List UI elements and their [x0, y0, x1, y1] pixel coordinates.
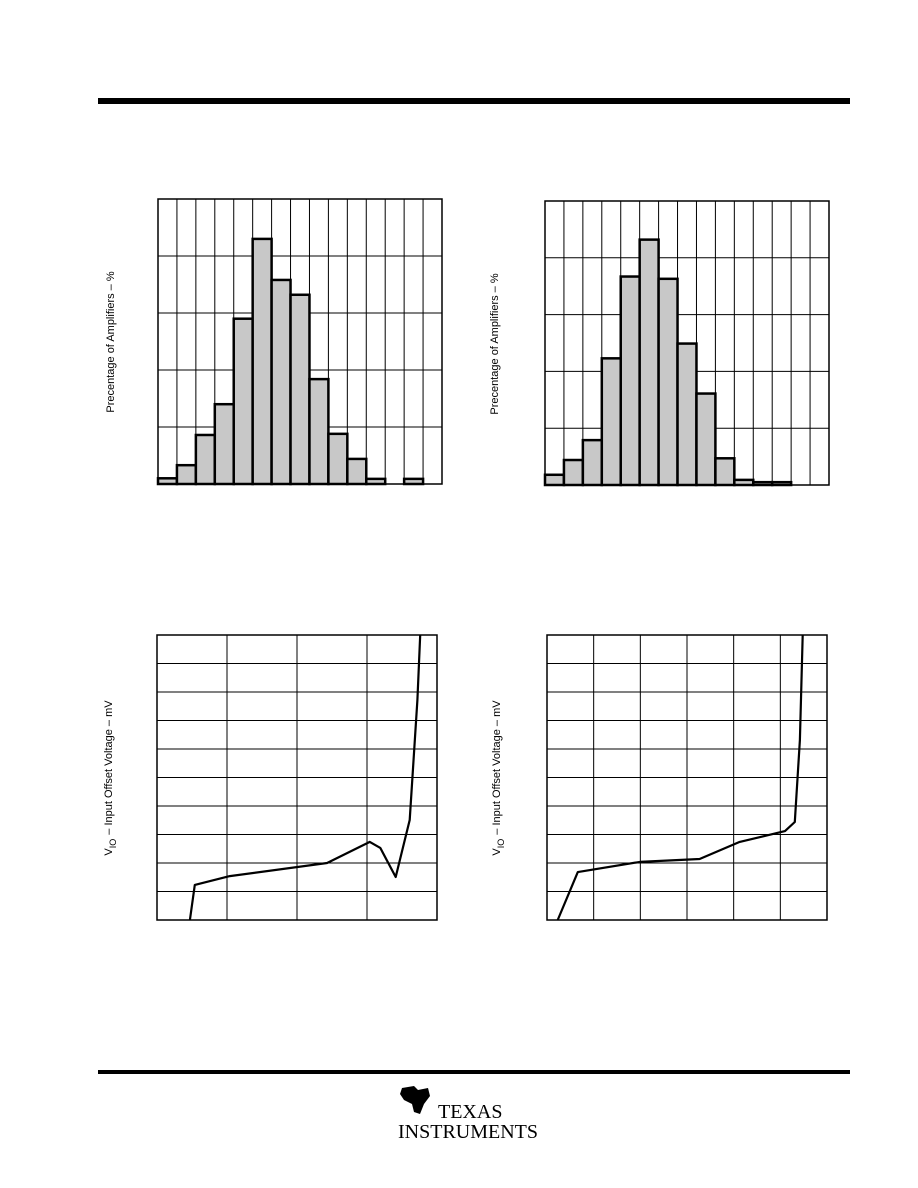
bar [714, 457, 736, 487]
bar [695, 392, 717, 487]
curve [188, 634, 422, 921]
y-label-symbol: V [103, 848, 115, 856]
logo-line-2: INSTRUMENTS [398, 1121, 538, 1143]
bar [581, 438, 604, 487]
bar [365, 477, 387, 486]
plot-frame [546, 634, 828, 921]
bottom-rule [98, 1070, 850, 1074]
bar [270, 278, 292, 486]
y-label-subscript: IO [108, 839, 118, 849]
bar [232, 317, 254, 486]
bar [562, 458, 585, 487]
bar [327, 432, 349, 486]
y-label-text: – Input Offset Voltage – mV [491, 700, 503, 835]
y-label-text: – Input Offset Voltage – mV [103, 700, 115, 835]
top-rule [98, 98, 850, 104]
plot-frame [156, 634, 438, 921]
bar [600, 357, 622, 487]
bar [175, 463, 198, 486]
bar [676, 342, 698, 487]
y-axis-label: VIO – Input Offset Voltage – mV [491, 700, 506, 856]
bar [156, 477, 179, 486]
bar [543, 473, 566, 487]
curve [556, 634, 804, 921]
bar [308, 377, 330, 486]
bar [638, 238, 660, 487]
bar [733, 478, 755, 487]
y-axis-label: Precentage of Amplifiers – % [105, 271, 117, 412]
logo-line-1: TEXAS [438, 1101, 502, 1123]
bar [657, 277, 679, 487]
y-label-subscript: IO [496, 839, 506, 849]
bar [213, 402, 235, 486]
bar [194, 433, 217, 486]
bar [402, 477, 425, 486]
y-axis-label: Precentage of Amplifiers – % [489, 273, 501, 414]
bar [251, 237, 273, 486]
y-axis-label: VIO – Input Offset Voltage – mV [103, 700, 118, 856]
plot-frame [544, 200, 830, 486]
bar [619, 275, 641, 487]
bar [289, 293, 311, 486]
plot-frame [157, 198, 443, 485]
y-label-symbol: V [491, 848, 503, 856]
bar [346, 457, 368, 486]
ti-emblem [400, 1086, 430, 1114]
